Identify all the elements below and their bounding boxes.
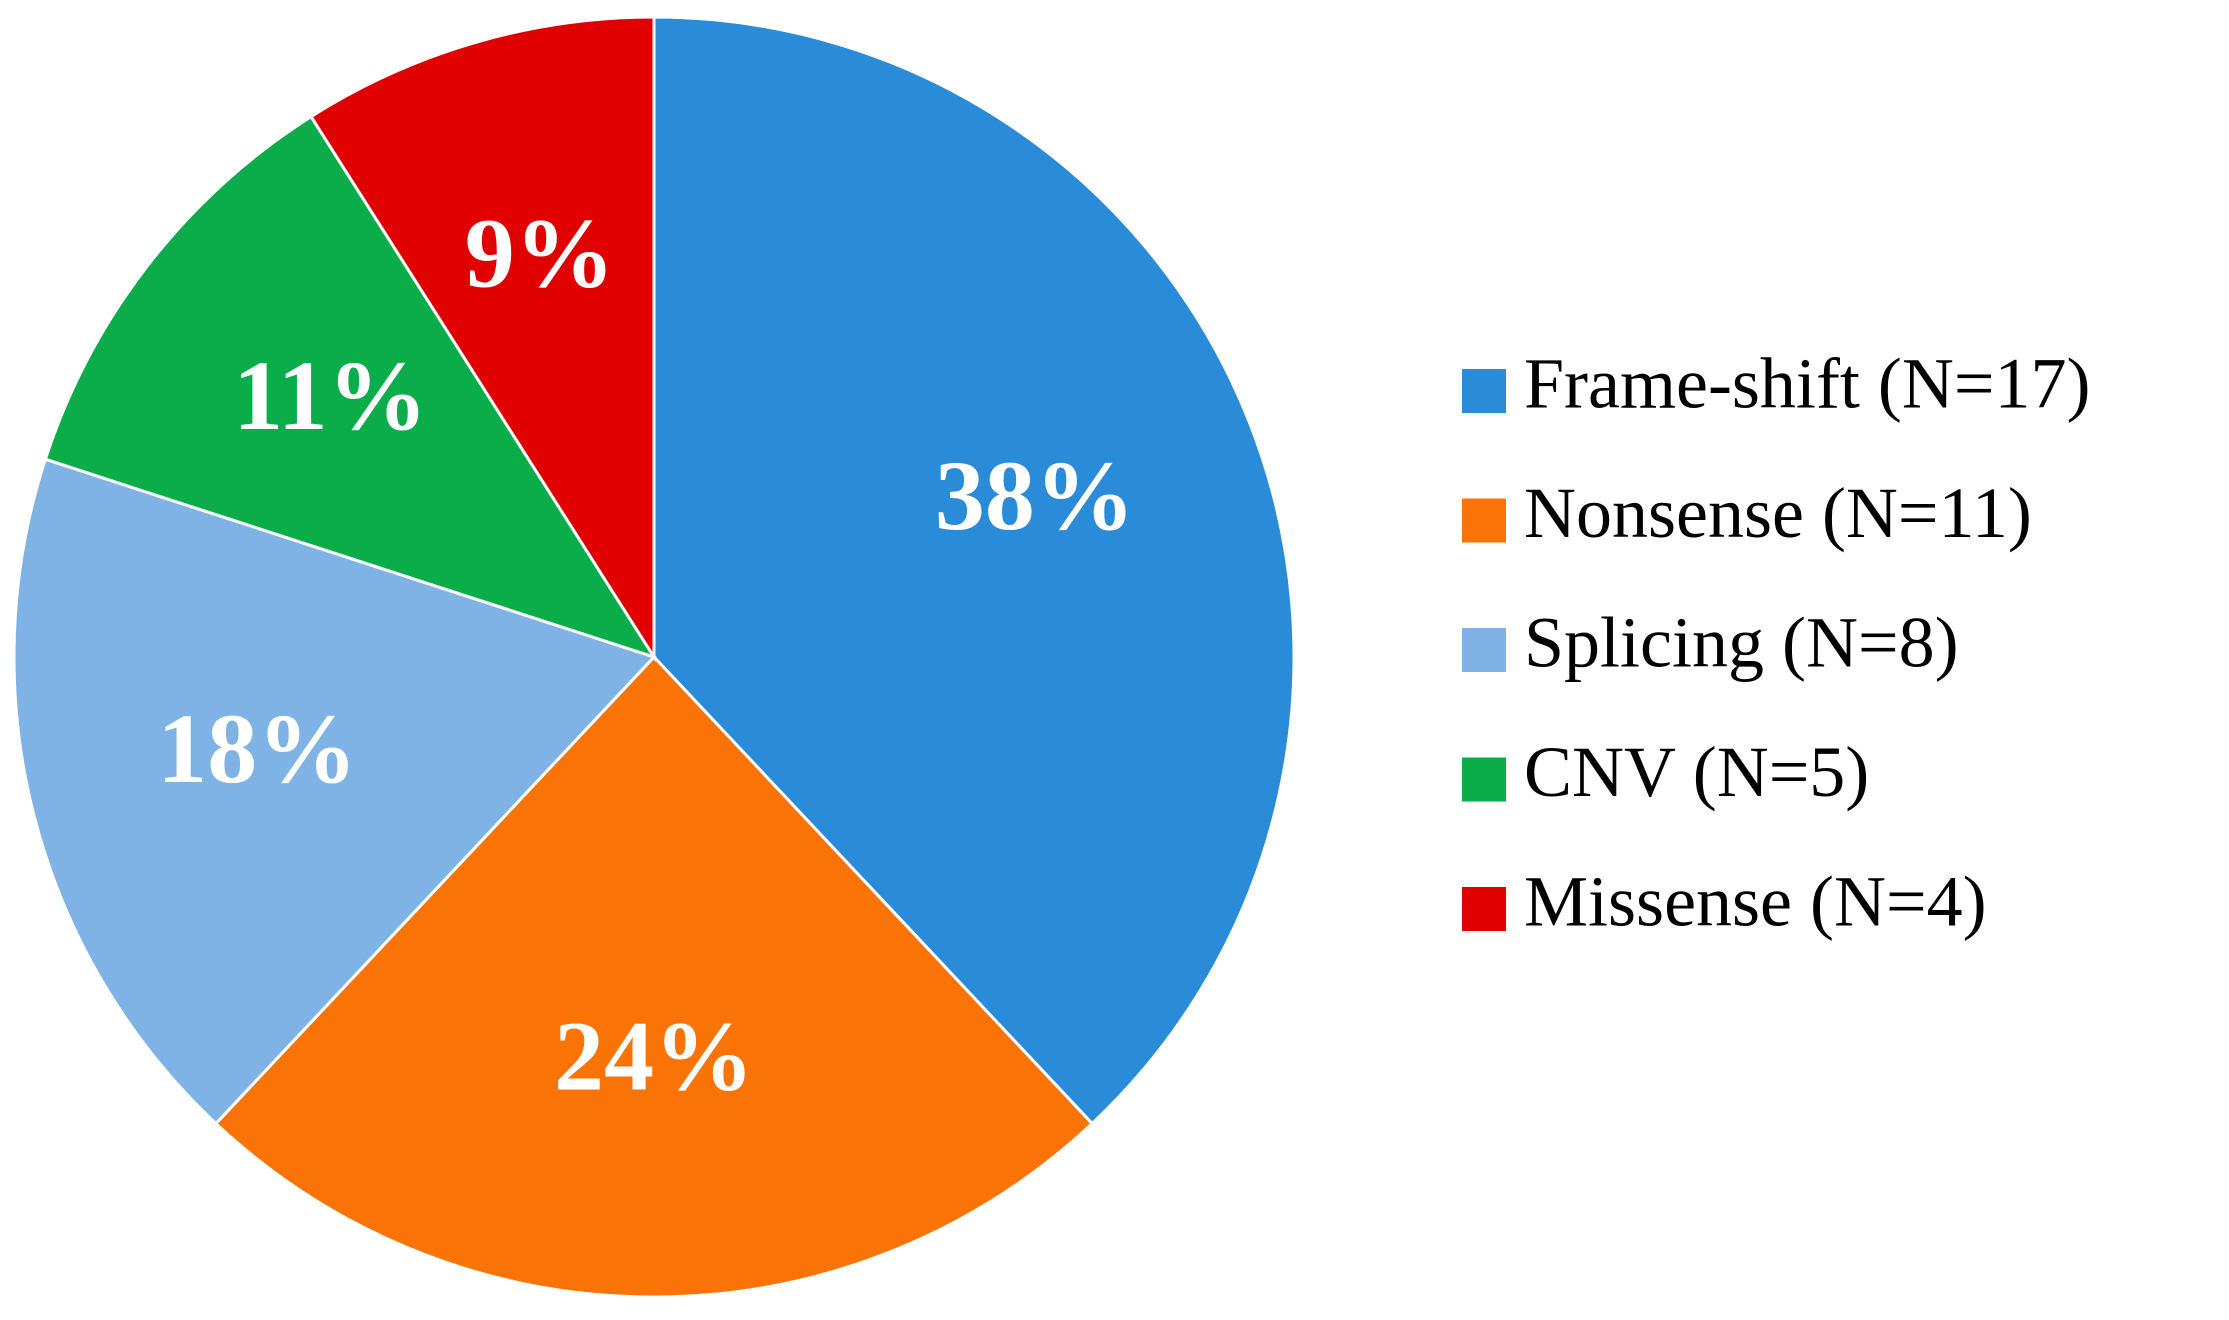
legend-swatch bbox=[1462, 757, 1506, 802]
data-label: 38% bbox=[935, 440, 1135, 551]
legend-swatch bbox=[1462, 369, 1506, 413]
pie-slice bbox=[652, 15, 1296, 1126]
legend-label: Splicing (N=8) bbox=[1524, 603, 1959, 683]
legend-label: Nonsense (N=11) bbox=[1524, 473, 2032, 553]
data-label: 18% bbox=[157, 693, 357, 804]
legend-swatch bbox=[1462, 498, 1506, 543]
data-label: 24% bbox=[554, 1001, 754, 1112]
pie-slice bbox=[213, 654, 1095, 1299]
legend-swatch bbox=[1462, 887, 1506, 931]
legend-label: Frame-shift (N=17) bbox=[1524, 344, 2090, 424]
legend-swatch bbox=[1462, 628, 1506, 672]
pie-slice bbox=[309, 15, 656, 663]
legend-label: CNV (N=5) bbox=[1524, 732, 1869, 812]
data-label: 9% bbox=[465, 198, 615, 309]
data-label: 11% bbox=[233, 340, 427, 451]
pie-slice bbox=[12, 457, 657, 1126]
legend-label: Missense (N=4) bbox=[1524, 862, 1987, 942]
pie-slice bbox=[43, 114, 658, 660]
